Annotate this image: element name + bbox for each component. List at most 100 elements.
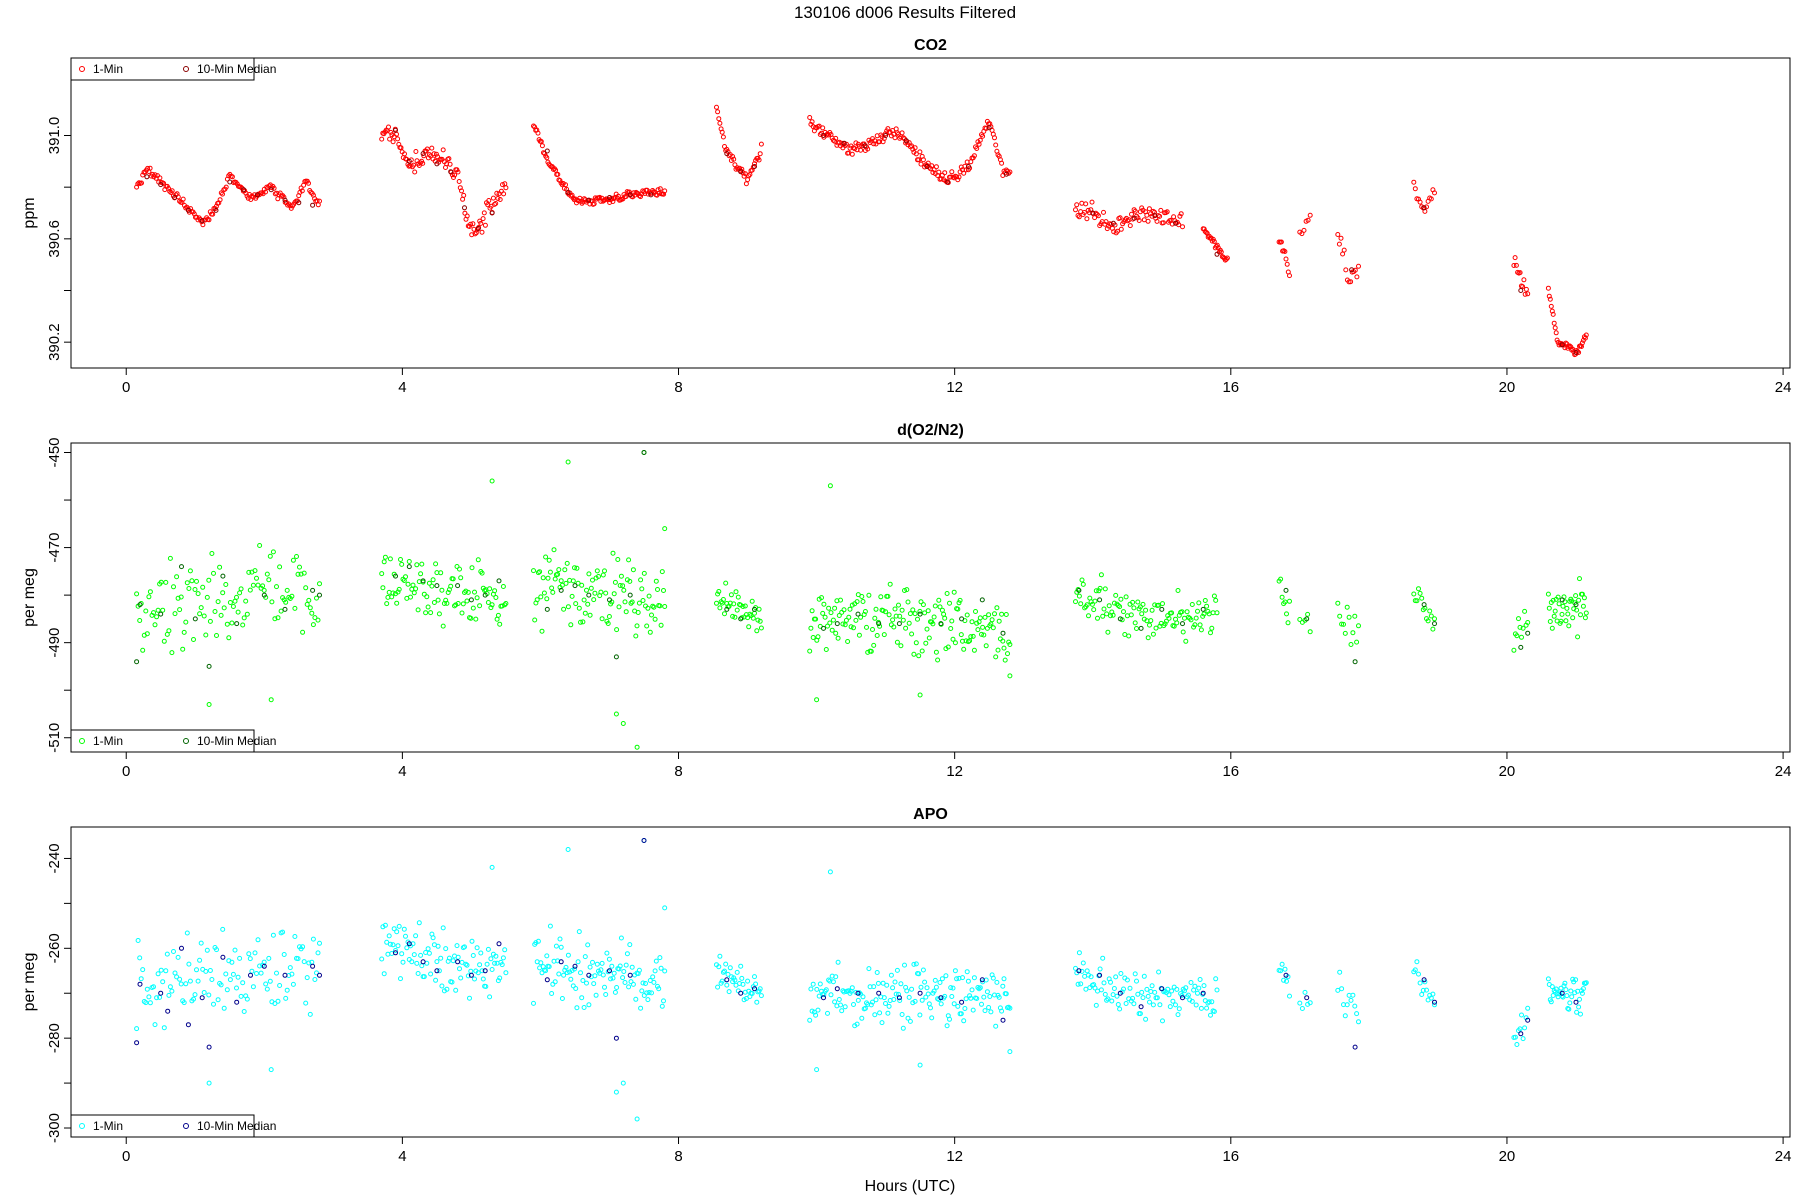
- data-point: [406, 941, 412, 947]
- data-point: [147, 1000, 153, 1006]
- data-point: [268, 697, 274, 703]
- data-point: [399, 561, 405, 567]
- data-point: [1307, 629, 1313, 635]
- y-tick-label: -510: [46, 723, 63, 753]
- data-point: [638, 194, 643, 200]
- data-point: [229, 959, 235, 965]
- data-point: [430, 577, 436, 583]
- data-point: [210, 211, 216, 217]
- data-point: [487, 994, 493, 1000]
- data-point: [862, 143, 868, 149]
- data-point: [451, 175, 456, 180]
- data-point: [1553, 986, 1559, 992]
- data-point: [1416, 586, 1421, 592]
- data-point: [1517, 270, 1523, 276]
- data-point: [899, 607, 905, 613]
- data-point: [281, 194, 287, 200]
- data-point: [979, 631, 984, 637]
- data-point: [214, 633, 219, 638]
- data-point: [931, 988, 937, 994]
- data-point: [886, 1003, 892, 1009]
- data-point: [220, 191, 225, 197]
- data-point: [399, 951, 405, 957]
- x-tick-label: 8: [674, 763, 682, 780]
- data-point: [475, 970, 481, 976]
- data-point: [420, 160, 426, 166]
- data-point: [163, 968, 169, 974]
- legend-box: [70, 57, 255, 81]
- data-point: [1335, 600, 1341, 606]
- data-point: [749, 167, 755, 173]
- data-point: [1580, 986, 1586, 992]
- data-point: [912, 998, 918, 1004]
- data-point: [1166, 992, 1172, 998]
- data-point: [819, 595, 824, 601]
- data-point: [870, 999, 875, 1005]
- data-point: [655, 587, 660, 592]
- data-point: [163, 579, 169, 585]
- data-point: [171, 584, 176, 590]
- data-point: [452, 603, 457, 609]
- data-point: [733, 589, 739, 595]
- data-point: [634, 744, 640, 750]
- data-point: [1149, 983, 1155, 989]
- data-point: [572, 565, 577, 571]
- data-point: [1283, 587, 1289, 593]
- data-point: [1547, 296, 1553, 302]
- data-point: [244, 996, 250, 1002]
- data-point: [644, 990, 650, 996]
- data-point: [460, 196, 466, 202]
- data-point: [825, 1010, 830, 1016]
- data-point: [475, 557, 481, 563]
- data-point: [274, 970, 279, 976]
- data-point: [868, 648, 874, 654]
- data-point: [922, 979, 928, 985]
- data-point: [629, 964, 635, 970]
- data-point: [1574, 607, 1580, 613]
- data-point: [470, 953, 476, 958]
- y-tick-label: -450: [46, 437, 63, 467]
- data-point: [976, 986, 982, 992]
- data-point: [1573, 593, 1579, 599]
- data-point: [836, 997, 842, 1002]
- data-point: [167, 555, 173, 561]
- data-point: [234, 999, 240, 1005]
- data-point: [394, 600, 400, 606]
- data-point: [628, 979, 634, 985]
- data-point: [604, 950, 610, 956]
- data-point: [234, 621, 240, 627]
- data-point: [913, 961, 919, 967]
- data-point: [859, 594, 865, 599]
- data-point: [135, 938, 141, 943]
- data-point: [1132, 620, 1138, 626]
- data-point: [161, 638, 167, 644]
- data-point: [1157, 1002, 1163, 1008]
- data-point: [1130, 995, 1136, 1001]
- data-point: [840, 621, 846, 627]
- data-point: [1204, 603, 1210, 609]
- data-point: [821, 995, 826, 1001]
- data-point: [195, 591, 201, 597]
- data-point: [400, 576, 406, 582]
- data-point: [538, 594, 544, 600]
- data-point: [1145, 635, 1151, 641]
- data-point: [1123, 215, 1129, 221]
- data-point: [605, 621, 611, 626]
- data-point: [462, 944, 467, 950]
- data-point: [758, 625, 764, 631]
- data-point: [1076, 587, 1082, 593]
- data-point: [938, 621, 944, 627]
- data-point: [570, 578, 576, 584]
- data-point: [938, 1001, 944, 1007]
- data-point: [435, 943, 441, 949]
- data-point: [1346, 614, 1352, 620]
- data-point: [1201, 611, 1207, 617]
- data-point: [191, 637, 196, 642]
- data-point: [455, 169, 461, 175]
- data-point: [234, 594, 239, 600]
- data-point: [942, 170, 948, 176]
- data-point: [1169, 610, 1175, 616]
- data-point: [982, 1008, 988, 1014]
- data-point: [961, 646, 967, 652]
- data-point: [1555, 594, 1561, 600]
